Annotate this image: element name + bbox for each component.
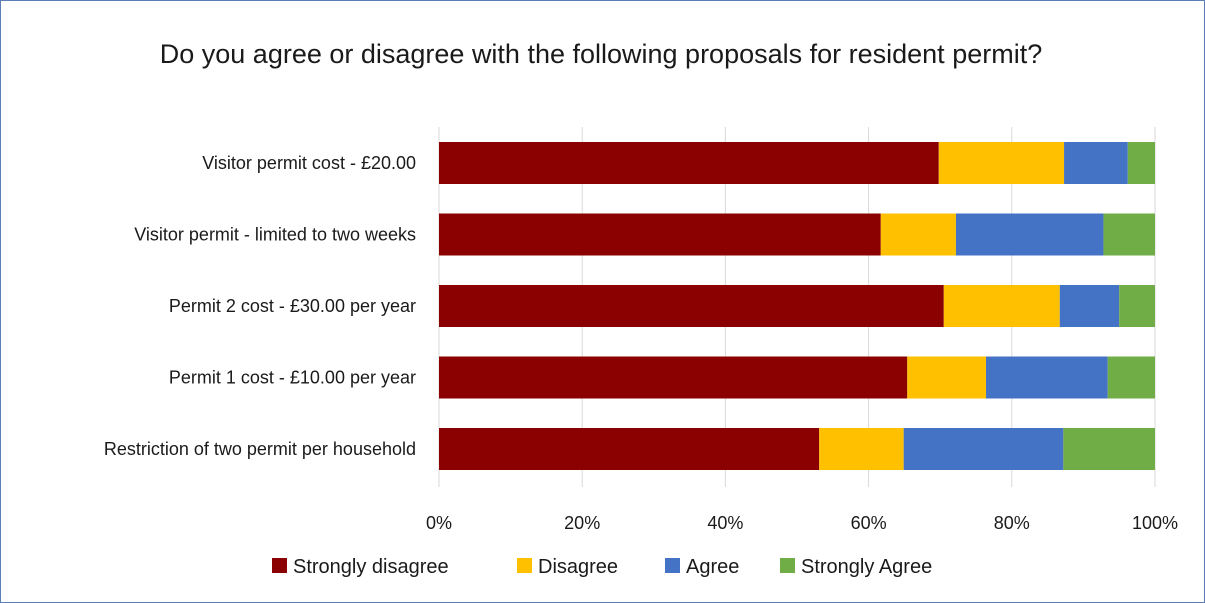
legend-swatch (665, 558, 680, 573)
bar-segment (439, 213, 881, 256)
bar-segment (903, 428, 1064, 470)
x-tick-label: 40% (707, 513, 743, 533)
category-label: Permit 2 cost - £30.00 per year (169, 296, 416, 316)
bar-segment (986, 356, 1108, 399)
legend-swatch (272, 558, 287, 573)
bar-segment (439, 285, 944, 327)
bar-segment (943, 285, 1060, 327)
bar-segment (955, 213, 1104, 256)
bar-segment (1119, 285, 1155, 327)
bar-segment (1103, 213, 1155, 256)
legend-label: Strongly Agree (801, 556, 932, 578)
category-label: Restriction of two permit per household (104, 439, 416, 459)
legend-swatch (780, 558, 795, 573)
bar-segment (1063, 428, 1155, 470)
x-tick-label: 60% (851, 513, 887, 533)
bar-segment (439, 142, 939, 184)
bar-segment (439, 356, 908, 399)
x-tick-label: 80% (994, 513, 1030, 533)
bar-segment (819, 428, 904, 470)
bar-segment (1059, 285, 1120, 327)
category-label: Visitor permit - limited to two weeks (134, 225, 416, 245)
legend-swatch (517, 558, 532, 573)
category-label: Visitor permit cost - £20.00 (202, 153, 416, 173)
bar-segment (880, 213, 956, 256)
legend: Strongly disagree Disagree Agree Strongly A… (272, 556, 932, 578)
legend-label: Strongly disagree (293, 556, 449, 578)
bar-segment (1064, 142, 1128, 184)
bar-segment (938, 142, 1065, 184)
x-tick-label: 100% (1132, 513, 1178, 533)
x-axis-tick-labels: 0% 20% 40% 60% 80% 100% (426, 513, 1178, 533)
bar-segment (439, 428, 820, 470)
bars (439, 142, 1155, 470)
bar-segment (1127, 142, 1155, 184)
legend-label: Disagree (538, 556, 618, 578)
legend-label: Agree (686, 556, 739, 578)
bar-segment (1107, 356, 1155, 399)
bar-segment (907, 356, 987, 399)
chart-title: Do you agree or disagree with the follow… (159, 39, 1043, 69)
category-label: Permit 1 cost - £10.00 per year (169, 368, 416, 388)
category-labels: Visitor permit cost - £20.00 Visitor perm… (104, 153, 416, 459)
x-tick-label: 0% (426, 513, 452, 533)
x-tick-label: 20% (564, 513, 600, 533)
